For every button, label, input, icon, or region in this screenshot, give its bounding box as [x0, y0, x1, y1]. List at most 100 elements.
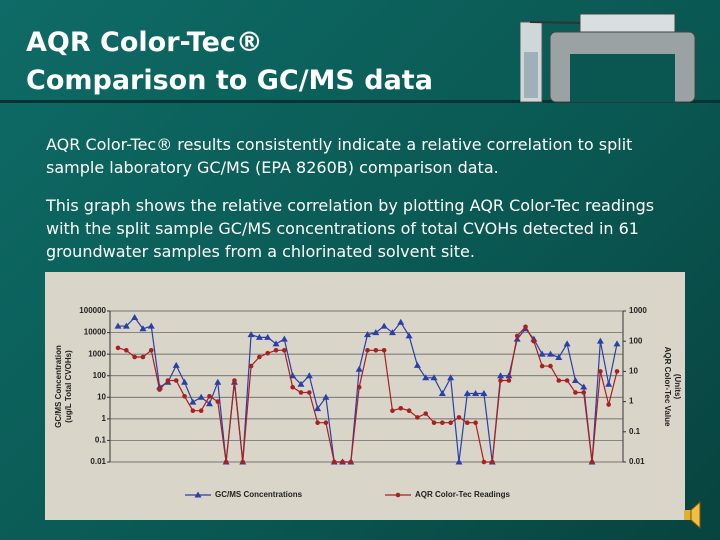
point — [438, 389, 446, 396]
y-tick-label: 1000 — [88, 349, 106, 358]
y2-tick-label: 0.1 — [629, 427, 641, 436]
point — [573, 390, 578, 395]
point — [348, 459, 354, 465]
point — [413, 361, 421, 368]
paragraph: This graph shows the relative correlatio… — [46, 196, 655, 261]
point — [265, 350, 270, 356]
point — [257, 354, 262, 360]
point — [139, 325, 147, 332]
y-axis-title: GC/MS Concentration — [54, 345, 63, 428]
point — [380, 322, 388, 329]
point — [124, 347, 129, 353]
title-rule — [0, 100, 720, 103]
point — [430, 374, 438, 381]
point — [248, 363, 254, 369]
point — [181, 378, 189, 385]
point — [190, 408, 196, 413]
point — [114, 322, 122, 329]
point — [147, 322, 155, 329]
point — [581, 390, 587, 395]
point — [388, 329, 396, 336]
chart-background — [45, 272, 685, 520]
point — [481, 459, 487, 465]
y2-axis-title: (Units) — [673, 374, 682, 400]
point — [456, 415, 462, 420]
point — [381, 347, 387, 353]
point — [580, 383, 588, 390]
title-line: AQR Color-Tec® — [26, 27, 263, 58]
point — [273, 347, 279, 353]
point — [440, 420, 445, 426]
point — [531, 338, 537, 344]
point — [589, 459, 595, 465]
point — [564, 378, 570, 383]
point — [198, 408, 204, 413]
y-tick-label: 100000 — [79, 306, 106, 315]
y2-tick-label: 10 — [629, 367, 638, 376]
point — [255, 333, 263, 340]
point — [356, 384, 362, 390]
point — [223, 459, 229, 465]
instrument-illustration — [520, 13, 696, 103]
point — [398, 405, 404, 411]
point — [473, 420, 478, 426]
title-line: Comparison to GC/MS data — [26, 65, 433, 96]
point — [463, 389, 471, 396]
point — [546, 350, 554, 357]
point — [555, 353, 563, 360]
point — [406, 408, 412, 413]
point — [472, 389, 480, 396]
point — [489, 459, 495, 465]
point — [340, 459, 345, 465]
point — [497, 372, 505, 379]
point — [613, 340, 621, 347]
point — [131, 313, 139, 320]
point — [272, 340, 280, 347]
point — [606, 402, 611, 407]
slide-title: AQR Color-Tec® Comparison to GC/MS data — [26, 24, 433, 100]
point — [505, 372, 513, 379]
point — [315, 420, 320, 426]
point — [571, 376, 579, 383]
point — [264, 333, 272, 340]
point — [447, 374, 455, 381]
speaker-icon[interactable] — [678, 498, 714, 534]
point — [322, 393, 330, 400]
point — [323, 420, 329, 426]
point — [280, 335, 288, 342]
y2-tick-label: 100 — [629, 336, 643, 345]
point — [189, 398, 197, 405]
point — [232, 378, 237, 383]
syringe — [579, 13, 676, 33]
point — [165, 378, 171, 383]
point — [395, 492, 401, 498]
point — [132, 354, 137, 360]
point — [415, 415, 420, 420]
point — [290, 384, 295, 390]
point — [282, 347, 287, 353]
point — [240, 459, 246, 465]
point — [556, 378, 562, 383]
point — [455, 458, 463, 465]
point — [498, 378, 503, 383]
point — [182, 393, 187, 399]
point — [423, 411, 429, 416]
speaker-cone — [690, 500, 701, 530]
point — [122, 322, 130, 329]
point — [390, 408, 395, 413]
point — [563, 340, 571, 347]
point — [298, 390, 304, 395]
y-tick-label: 1 — [102, 414, 107, 423]
point — [431, 420, 437, 426]
point — [372, 329, 380, 336]
y-tick-label: 0.1 — [95, 436, 107, 445]
point — [480, 389, 488, 396]
y-tick-label: 100 — [93, 371, 107, 380]
point — [140, 354, 146, 360]
point — [538, 350, 546, 357]
point — [405, 332, 413, 339]
point — [614, 369, 620, 374]
stand-gap — [570, 54, 675, 102]
point — [207, 393, 212, 399]
